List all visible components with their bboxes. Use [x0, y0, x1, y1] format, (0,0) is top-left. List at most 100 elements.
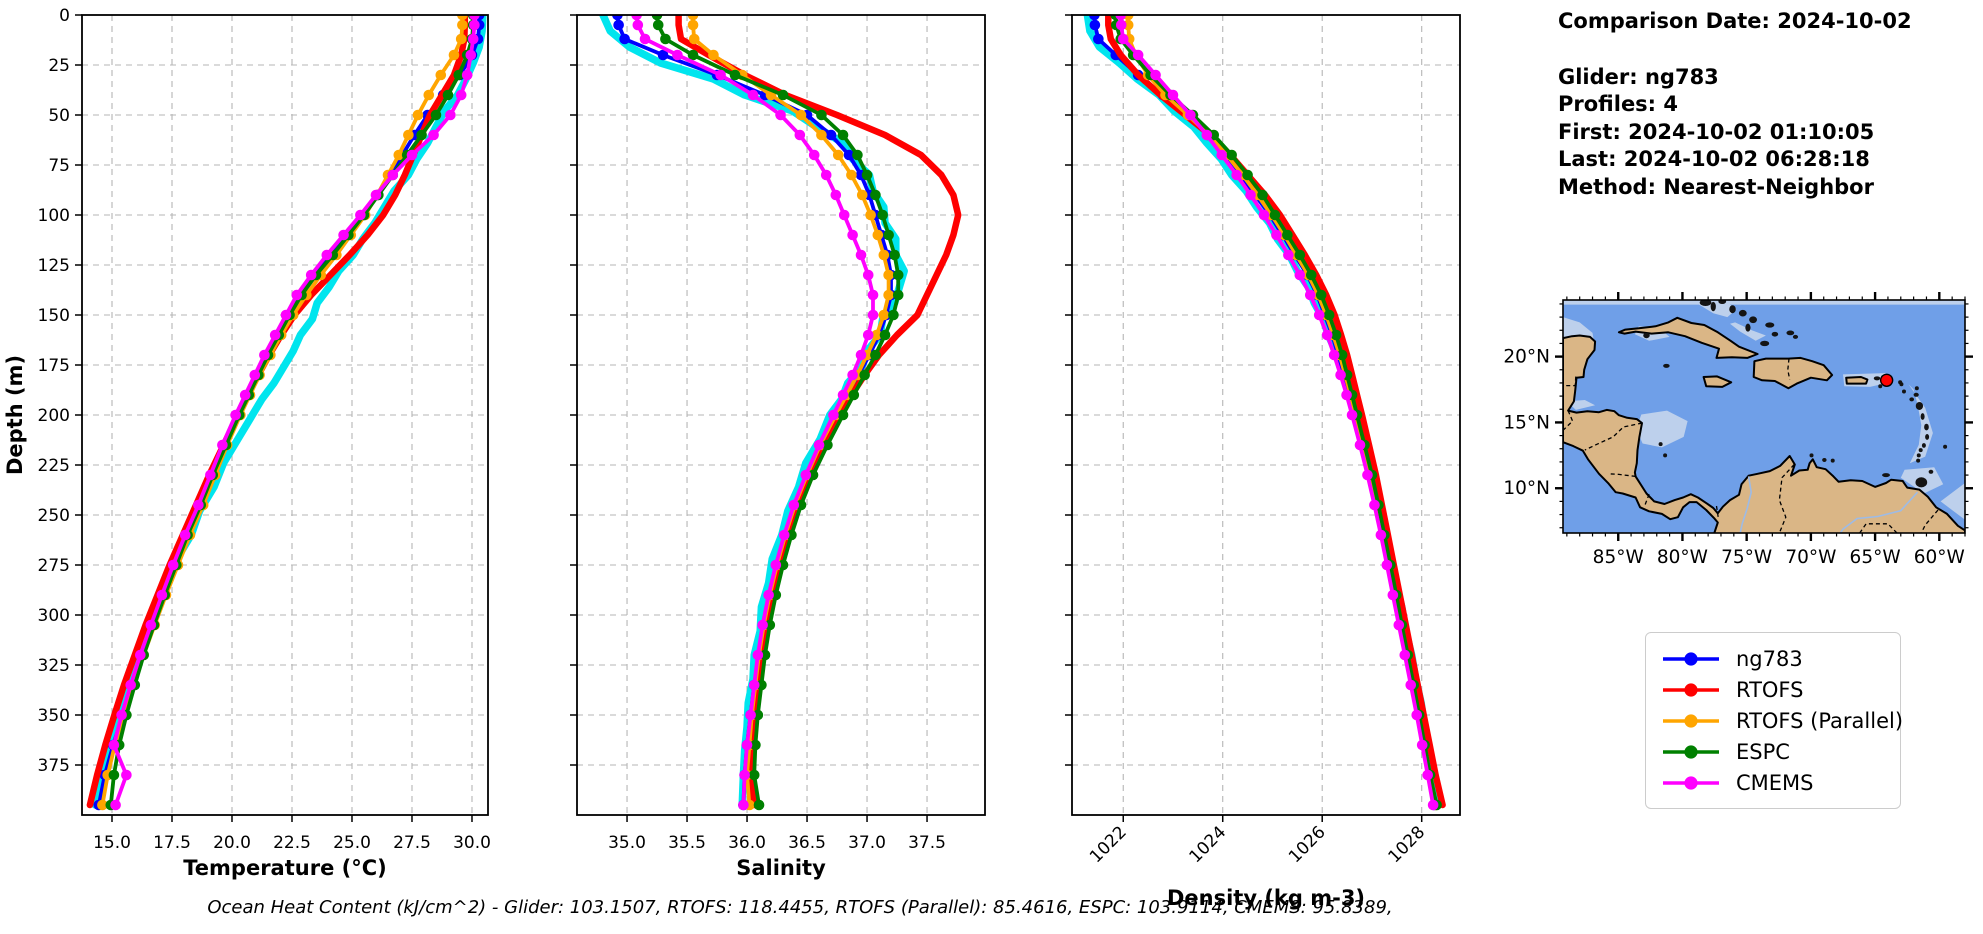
map-island: [1699, 300, 1712, 306]
depth-tick-label: 125: [38, 256, 70, 276]
legend-label: CMEMS: [1736, 770, 1814, 795]
legend-item-cmems: CMEMS: [1660, 767, 1886, 798]
temperature-plot: 15.0 17.5 20.0 22.5 25.0 27.5 30.0 0 25 50 75 100 12…: [3, 6, 491, 880]
x-tick-label: 37.5: [908, 833, 946, 853]
legend-marker-icon: [1663, 744, 1719, 759]
map-island: [1921, 443, 1926, 448]
profiles-count-text: Profiles: 4: [1558, 92, 1679, 116]
depth-tick-label: 200: [38, 406, 70, 426]
density-plot: 1022 1024 1026 1028 Density (kg m-3): [1065, 14, 1461, 910]
first-time-text: First: 2024-10-02 01:10:05: [1558, 119, 1875, 144]
map-island: [1745, 323, 1751, 332]
location-map: 85°W 80°W 75°W 70°W 65°W 60°W 20°N 15°N 10°N: [1503, 292, 1973, 568]
map-island: [1786, 330, 1795, 336]
legend-item-ng783: ng783: [1660, 643, 1886, 674]
series-ng783: [1092, 15, 1436, 807]
depth-tick-label: 250: [38, 506, 70, 526]
map-landmass: [1845, 376, 1869, 385]
depth-tick-label: 375: [38, 756, 70, 776]
map-island: [1915, 401, 1924, 410]
map-island: [1809, 453, 1814, 458]
map-island: [1658, 442, 1663, 447]
legend-label: RTOFS (Parallel): [1736, 708, 1904, 733]
legend: ng783 RTOFS RTOFS (Parallel) ESPC CMEMS: [1645, 632, 1903, 809]
series-glider-raw: [1083, 15, 1442, 809]
map-landmass: [1617, 316, 1759, 359]
gridlines: [577, 14, 985, 815]
map-landmass: [1563, 334, 1965, 533]
ohc-footer: Ocean Heat Content (kJ/cm^2) - Glider: 1…: [207, 897, 1393, 918]
map-island: [1882, 473, 1890, 478]
depth-tick-label: 325: [38, 656, 70, 676]
legend-label: RTOFS: [1736, 677, 1804, 702]
x-tick-label: 36.5: [788, 833, 826, 853]
map-country-border: [1563, 410, 1574, 431]
map-island: [1663, 453, 1668, 458]
x-tick-label: 27.5: [393, 833, 431, 853]
map-island: [1738, 309, 1747, 317]
map-country-border: [1715, 505, 1720, 519]
map-island: [1643, 332, 1650, 339]
map-frame: [1562, 299, 1966, 534]
map-country-border: [1643, 493, 1650, 507]
map-lon-label: 65°W: [1850, 547, 1901, 568]
legend-label: ESPC: [1736, 739, 1790, 764]
depth-tick-label: 300: [38, 606, 70, 626]
map-country-border: [1859, 523, 1898, 533]
map-island: [1830, 458, 1835, 463]
gridlines: [1072, 14, 1460, 815]
map-island: [1760, 340, 1770, 347]
x-tick-label: 30.0: [453, 833, 491, 853]
map-lon-label: 85°W: [1593, 547, 1644, 568]
x-tick-label: 20.0: [213, 833, 251, 853]
x-tick-label: 35.5: [668, 833, 706, 853]
depth-tick-label: 175: [38, 356, 70, 376]
map-country-border: [1563, 376, 1577, 387]
x-tick-label: 1028: [1384, 822, 1429, 867]
map-island: [1916, 453, 1921, 458]
map-island: [1925, 433, 1930, 440]
profile-plots: 15.0 17.5 20.0 22.5 25.0 27.5 30.0 0 25 50 75 100 12…: [3, 6, 1461, 910]
y-axis-label: Depth (m): [3, 355, 27, 475]
x-tick-label: 17.5: [153, 833, 191, 853]
depth-tick-label: 100: [38, 206, 70, 226]
map-island: [1924, 423, 1929, 431]
depth-tick-label: 225: [38, 456, 70, 476]
map-lon-label: 75°W: [1721, 547, 1772, 568]
legend-marker-icon: [1663, 682, 1719, 697]
map-island: [1899, 382, 1904, 387]
map-island: [1918, 448, 1923, 453]
series-ESPC: [1113, 15, 1439, 807]
map-island: [1943, 444, 1948, 449]
legend-marker-icon: [1663, 713, 1719, 728]
map-island: [1729, 305, 1736, 314]
legend-item-espc: ESPC: [1660, 736, 1886, 767]
map-island: [1663, 363, 1670, 368]
legend-marker-icon: [1663, 775, 1719, 790]
map-country-border: [1778, 464, 1795, 533]
salinity-plot: 35.0 35.5 36.0 36.5 37.0 37.5 Salinity: [570, 14, 986, 880]
map-shallow-water: [1908, 384, 1933, 464]
depth-tick-label: 75: [48, 156, 70, 176]
x-tick-label: 36.0: [728, 833, 766, 853]
map-island: [1771, 331, 1779, 337]
comparison-date-text: Comparison Date: 2024-10-02: [1558, 9, 1912, 33]
series-ESPC: [655, 15, 901, 807]
depth-tick-label: 150: [38, 306, 70, 326]
map-island: [1928, 469, 1934, 474]
glider-name-text: Glider: ng783: [1558, 64, 1719, 89]
map-island: [1749, 316, 1757, 324]
x-tick-label: 1024: [1186, 822, 1231, 867]
map-island: [1909, 397, 1915, 402]
map-country-border: [1608, 473, 1636, 478]
legend-item-rtofs-parallel-: RTOFS (Parallel): [1660, 705, 1903, 736]
map-island: [1913, 392, 1919, 397]
gridlines: [82, 14, 488, 815]
series-CMEMS: [1118, 15, 1435, 807]
x-axis-label: Density (kg m-3): [1167, 886, 1365, 910]
series-RTOFS: [675, 15, 962, 809]
map-island: [1878, 384, 1883, 389]
x-axis-label: Salinity: [736, 856, 826, 880]
map-island: [1792, 334, 1799, 339]
map-lon-label: 60°W: [1914, 547, 1965, 568]
